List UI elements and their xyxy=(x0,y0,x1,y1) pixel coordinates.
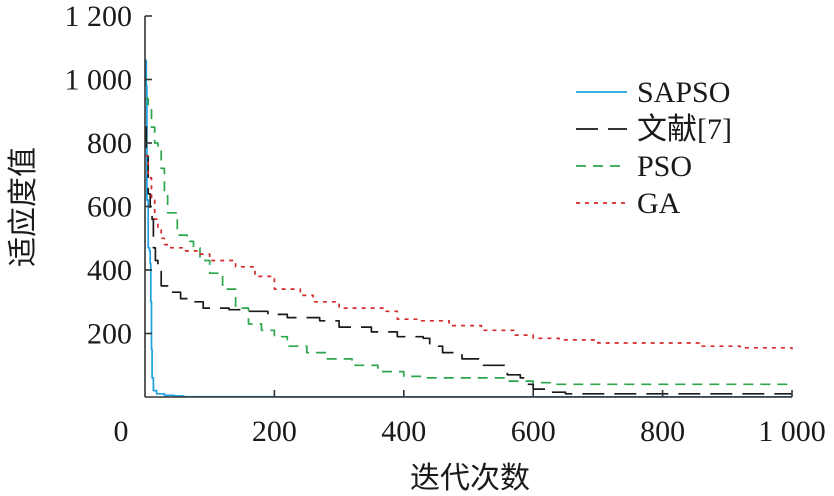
y-tick-label: 1 000 xyxy=(65,64,133,97)
series-line xyxy=(145,154,793,350)
legend-label: PSO xyxy=(637,150,692,183)
plot-area xyxy=(145,59,793,398)
series-line xyxy=(145,59,792,398)
series-line xyxy=(145,126,792,395)
y-tick-label: 400 xyxy=(87,254,132,287)
y-tick-label: 600 xyxy=(87,191,132,224)
origin-tick-label: 0 xyxy=(114,415,129,448)
y-axis-label: 适应度值 xyxy=(6,147,41,267)
series-line xyxy=(145,97,792,386)
legend: SAPSO 文献[7] PSO GA xyxy=(576,76,732,220)
x-axis: 0 200 400 600 800 1 000 xyxy=(114,390,826,448)
legend-label: SAPSO xyxy=(637,76,730,109)
x-tick-label: 1 000 xyxy=(758,415,826,448)
y-tick-label: 800 xyxy=(87,127,132,160)
y-tick-label: 200 xyxy=(87,318,132,351)
legend-label: 文献[7] xyxy=(637,113,732,146)
y-tick-label: 1 200 xyxy=(65,0,133,33)
x-tick-label: 400 xyxy=(381,415,426,448)
legend-label: GA xyxy=(637,187,681,220)
x-tick-label: 600 xyxy=(511,415,556,448)
x-axis-label: 迭代次数 xyxy=(410,461,530,496)
y-axis: 200 400 600 800 1 000 1 200 xyxy=(65,0,152,397)
x-tick-label: 800 xyxy=(640,415,685,448)
x-tick-label: 200 xyxy=(252,415,297,448)
